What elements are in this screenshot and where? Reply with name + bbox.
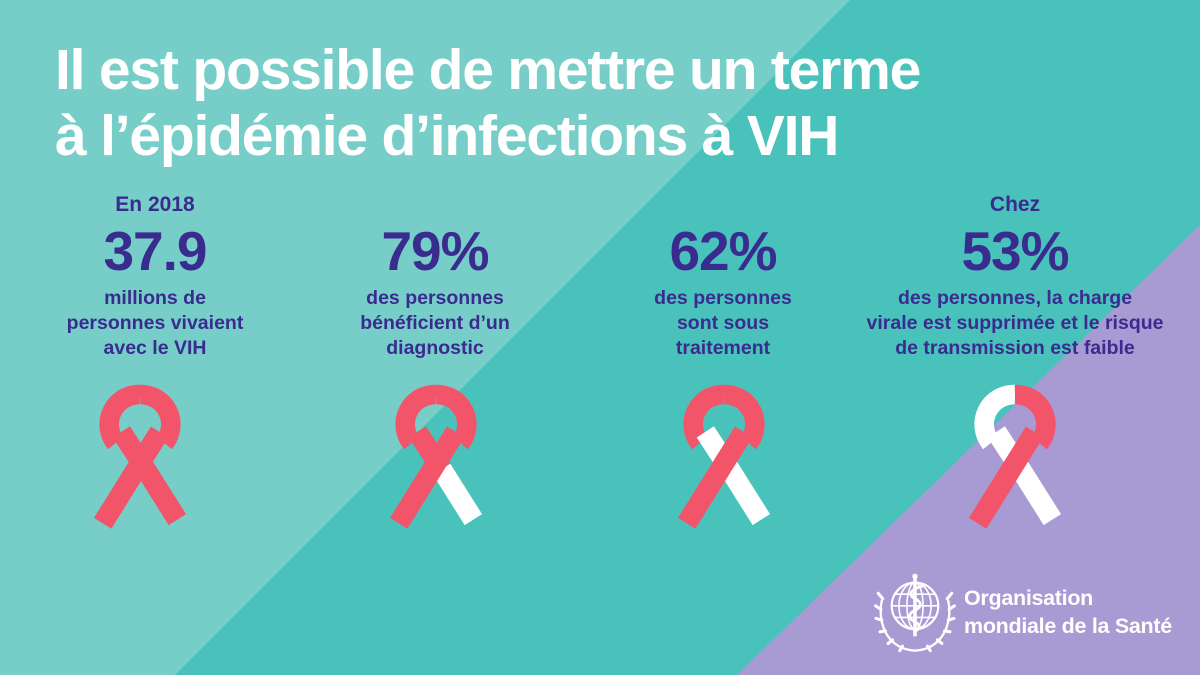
title-line-2: à l’épidémie d’infections à VIH xyxy=(55,103,839,168)
stat-caption-line: traitement xyxy=(675,337,771,359)
stat-value: 53% xyxy=(961,220,1069,282)
stat-value: 62% xyxy=(669,220,777,282)
stat-kicker xyxy=(593,190,853,220)
who-wordmark-line-1: Organisation xyxy=(964,586,1094,610)
stat-caption-line: sont sous xyxy=(676,312,770,334)
stat-caption-line: virale est supprimée et le risque xyxy=(866,312,1164,334)
stat-caption-line: avec le VIH xyxy=(103,337,207,359)
stat-col-diagnosed: 79% des personnes bénéficient d’un diagn… xyxy=(305,190,565,361)
purple-corner-triangle xyxy=(737,225,1200,675)
stat-caption-line: bénéficient d’un xyxy=(360,312,510,334)
awareness-ribbon-icon xyxy=(93,384,187,529)
stat-caption-line: millions de xyxy=(104,287,206,309)
stat-kicker: Chez xyxy=(989,193,1041,216)
stat-col-on-treatment: 62% des personnes sont sous traitement xyxy=(593,190,853,361)
stat-caption-line: des personnes, la charge xyxy=(897,287,1133,309)
stat-caption-line: personnes vivaient xyxy=(66,312,244,334)
who-wordmark-line-2: mondiale de la Santé xyxy=(964,614,1172,638)
awareness-ribbon-icon xyxy=(677,384,771,529)
who-emblem-icon xyxy=(874,573,956,653)
awareness-ribbon-icon xyxy=(389,384,483,529)
who-wordmark: Organisation mondiale de la Santé xyxy=(964,584,1172,640)
stat-col-viral-suppression: Chez 53% des personnes, la charge virale… xyxy=(850,190,1180,361)
stat-caption-line: de transmission est faible xyxy=(895,337,1135,359)
stat-caption-line: des personnes xyxy=(654,287,792,309)
stat-value: 79% xyxy=(381,220,489,282)
stat-caption-line: diagnostic xyxy=(386,337,484,359)
stat-value: 37.9 xyxy=(103,220,207,282)
who-logo: Organisation mondiale de la Santé xyxy=(872,568,1182,664)
stat-kicker xyxy=(305,190,565,220)
awareness-ribbon-icon xyxy=(968,384,1062,529)
stat-caption-line: des personnes xyxy=(366,287,504,309)
title-line-1: Il est possible de mettre un terme xyxy=(55,38,921,102)
page-title: Il est possible de mettre un terme à l’é… xyxy=(55,38,1155,169)
stat-col-people-living-with-hiv: En 2018 37.9 millions de personnes vivai… xyxy=(25,190,285,361)
stat-kicker: En 2018 xyxy=(115,193,195,216)
